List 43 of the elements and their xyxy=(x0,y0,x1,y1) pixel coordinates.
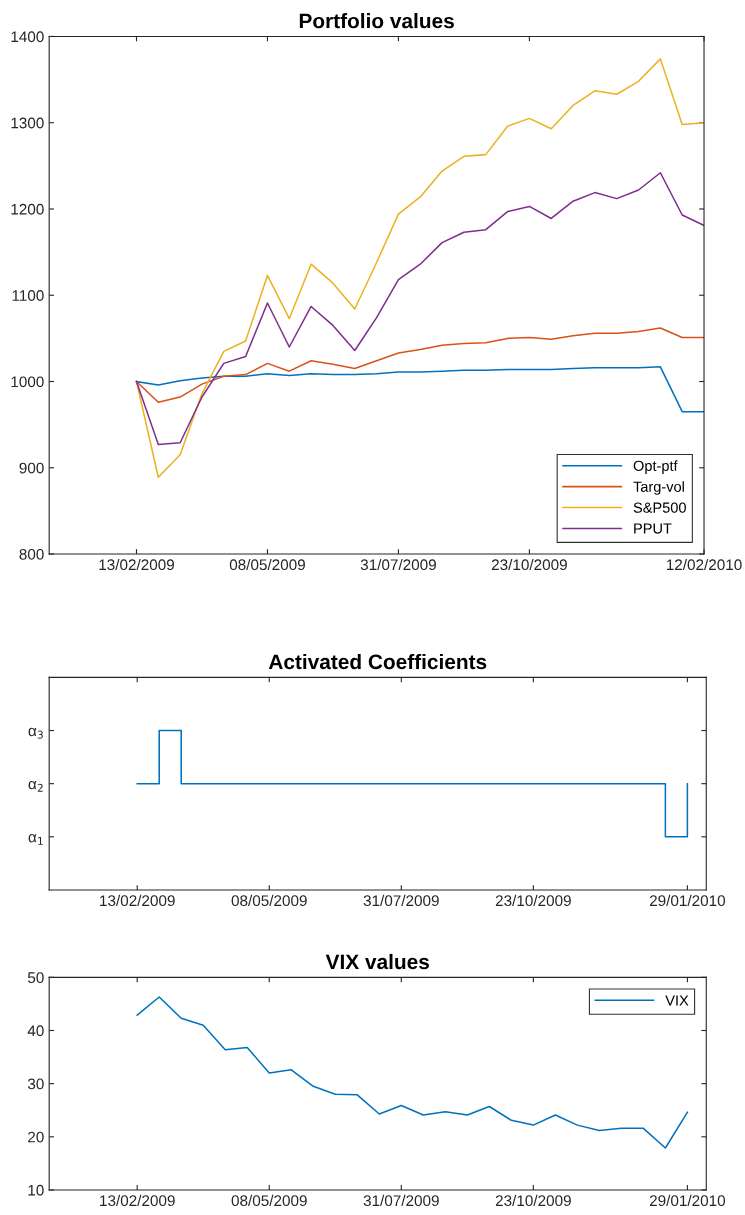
x-tick-label: 23/10/2009 xyxy=(491,558,567,571)
y-tick-label: α$_{1}$ xyxy=(28,834,43,845)
y-tick-label: 10 xyxy=(28,1184,44,1196)
x-tick-label: 23/10/2009 xyxy=(495,894,571,907)
y-tick-label: 20 xyxy=(28,1131,44,1143)
x-tick-label: 13/02/2009 xyxy=(100,894,175,907)
line-series xyxy=(135,327,705,403)
legend-label: VIX xyxy=(665,995,689,1006)
y-tick-label: 800 xyxy=(19,548,44,560)
y-tick-label: 1100 xyxy=(12,290,44,301)
x-tick-label: 31/07/2009 xyxy=(363,1194,439,1207)
x-tick-label: 08/05/2009 xyxy=(231,894,307,907)
y-tick-label: 900 xyxy=(19,462,44,474)
legend-label: S&P500 xyxy=(633,502,686,513)
y-tick-label: 1300 xyxy=(11,117,44,129)
x-tick-label: 08/05/2009 xyxy=(231,1194,307,1207)
x-tick-label: 23/10/2009 xyxy=(495,1194,571,1207)
x-tick-label: 12/02/2010 xyxy=(666,558,742,571)
x-tick-label: 08/05/2009 xyxy=(229,558,305,571)
x-tick-label: 31/07/2009 xyxy=(360,558,436,571)
line-series xyxy=(135,58,705,479)
line-series xyxy=(135,366,705,413)
x-tick-label: 13/02/2009 xyxy=(99,558,174,571)
x-tick-label: 31/07/2009 xyxy=(363,894,439,907)
y-tick-label: α$_{2}$ xyxy=(28,780,43,792)
line-series xyxy=(135,171,705,446)
legend-label: Targ-vol xyxy=(633,481,684,495)
y-tick-label: 1000 xyxy=(11,376,44,388)
chart-title: VIX values xyxy=(325,953,429,970)
y-tick-label: 50 xyxy=(27,972,44,984)
x-tick-label: 29/01/2010 xyxy=(649,894,726,907)
y-tick-label: 30 xyxy=(27,1078,44,1090)
y-tick-label: α$_{3}$ xyxy=(28,727,43,739)
line-series xyxy=(136,996,689,1149)
y-tick-label: 1200 xyxy=(11,203,44,215)
legend-label: Opt-ptf xyxy=(633,460,678,474)
x-tick-label: 13/02/2009 xyxy=(100,1194,175,1207)
y-tick-label: 40 xyxy=(27,1025,44,1037)
x-tick-label: 29/01/2010 xyxy=(649,1194,726,1207)
chart-title: Portfolio values xyxy=(299,13,454,29)
legend-label: PPUT xyxy=(634,523,672,534)
y-tick-label: 1400 xyxy=(11,31,44,43)
chart-title: Activated Coefficients xyxy=(268,653,487,670)
